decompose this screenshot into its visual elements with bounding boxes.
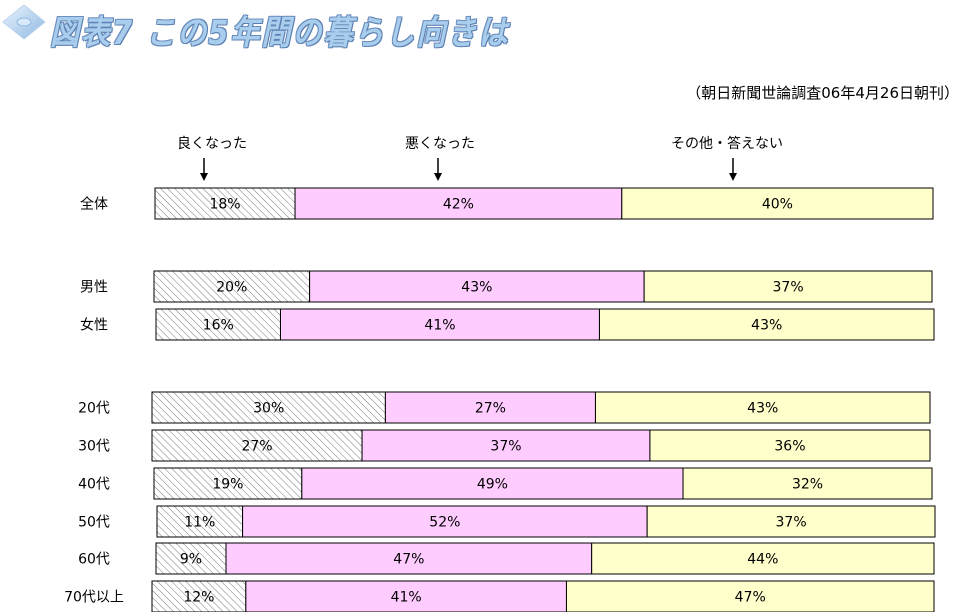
legend-arrow-icon-2 bbox=[729, 173, 737, 181]
chart-title: 図表7 この5年間の暮らし向きは bbox=[50, 12, 510, 52]
data-label: 41% bbox=[424, 318, 455, 334]
bar-segment-2 bbox=[591, 542, 935, 575]
bar-segment-2 bbox=[649, 429, 931, 462]
category-label: 30代 bbox=[78, 439, 110, 455]
bar-segment-1 bbox=[301, 467, 684, 500]
category-label: 20代 bbox=[78, 401, 110, 417]
data-label: 44% bbox=[747, 552, 778, 568]
bar-segment-2 bbox=[682, 467, 933, 500]
bar-segment-1 bbox=[225, 542, 593, 575]
data-label: 16% bbox=[203, 318, 234, 334]
data-label: 42% bbox=[443, 197, 474, 213]
bar-segment-1 bbox=[309, 270, 645, 303]
data-label: 37% bbox=[490, 439, 521, 455]
bar-segment-2 bbox=[621, 187, 934, 220]
data-label: 37% bbox=[776, 515, 807, 531]
data-label: 49% bbox=[477, 477, 508, 493]
bar-segment-1 bbox=[242, 505, 648, 538]
category-label: 男性 bbox=[80, 280, 108, 296]
bar-segment-0 bbox=[151, 391, 386, 424]
data-label: 47% bbox=[735, 590, 766, 606]
data-label: 32% bbox=[792, 477, 823, 493]
legend-label-2: その他・答えない bbox=[671, 135, 783, 152]
bar-segment-0 bbox=[155, 542, 227, 575]
category-label: 女性 bbox=[80, 317, 108, 334]
bar-segment-1 bbox=[294, 187, 623, 220]
data-label: 18% bbox=[209, 197, 240, 213]
legend-label-0: 良くなった bbox=[177, 136, 247, 152]
bar-segment-0 bbox=[153, 270, 311, 303]
category-label: 60代 bbox=[78, 552, 110, 568]
data-label: 12% bbox=[183, 590, 214, 606]
legend-arrow-icon-1 bbox=[434, 173, 442, 181]
data-label: 36% bbox=[774, 439, 805, 455]
data-label: 11% bbox=[184, 515, 215, 531]
data-label: 20% bbox=[216, 280, 247, 296]
data-label: 43% bbox=[747, 401, 778, 417]
bar-segment-0 bbox=[155, 308, 281, 341]
data-label: 19% bbox=[212, 477, 243, 493]
data-label: 47% bbox=[393, 552, 424, 568]
data-label: 43% bbox=[751, 318, 782, 334]
data-label: 40% bbox=[762, 197, 793, 213]
chart-source: （朝日新聞世論調査06年4月26日朝刊） bbox=[686, 84, 959, 102]
data-label: 9% bbox=[180, 552, 202, 568]
category-label: 40代 bbox=[78, 477, 110, 493]
bar-segment-2 bbox=[643, 270, 933, 303]
legend-label-1: 悪くなった bbox=[405, 136, 475, 152]
data-label: 30% bbox=[253, 401, 284, 417]
bar-segment-2 bbox=[594, 391, 931, 424]
category-label: 全体 bbox=[80, 196, 108, 213]
data-label: 37% bbox=[773, 280, 804, 296]
category-label: 70代以上 bbox=[64, 590, 124, 606]
bar-segment-2 bbox=[598, 308, 935, 341]
category-label: 50代 bbox=[78, 515, 110, 531]
data-label: 27% bbox=[241, 439, 272, 455]
bar-segment-2 bbox=[565, 580, 935, 612]
data-label: 27% bbox=[475, 401, 506, 417]
bar-segment-0 bbox=[153, 467, 303, 500]
bar-segment-1 bbox=[245, 580, 567, 612]
bar-segment-0 bbox=[154, 187, 296, 220]
data-label: 43% bbox=[461, 280, 492, 296]
bar-segment-1 bbox=[361, 429, 651, 462]
data-label: 52% bbox=[429, 515, 460, 531]
legend-arrow-icon-0 bbox=[200, 173, 208, 181]
bar-segment-0 bbox=[151, 580, 247, 612]
data-label: 41% bbox=[391, 590, 422, 606]
bar-segment-1 bbox=[279, 308, 600, 341]
diamond-logo-icon bbox=[2, 4, 46, 40]
bar-segment-2 bbox=[646, 505, 936, 538]
